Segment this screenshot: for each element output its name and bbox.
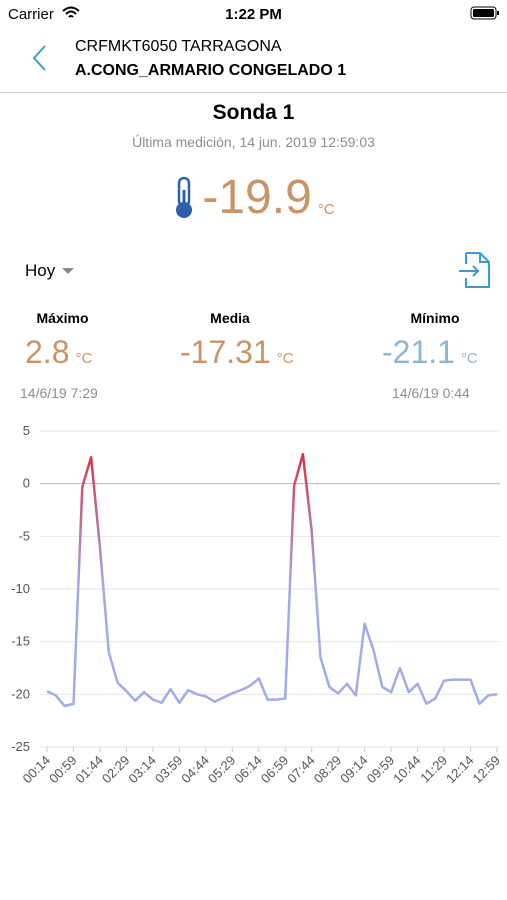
x-tick-label: 01:44 bbox=[72, 753, 106, 787]
x-tick-label: 12:59 bbox=[470, 753, 504, 787]
x-tick-label: 09:14 bbox=[337, 753, 371, 787]
stat-label: Mínimo bbox=[410, 310, 460, 326]
x-tick-label: 08:29 bbox=[311, 753, 345, 787]
stat-unit: °C bbox=[75, 350, 93, 367]
y-tick-label: -5 bbox=[18, 528, 30, 543]
y-tick-label: -25 bbox=[11, 739, 30, 754]
x-tick-label: 10:44 bbox=[390, 753, 424, 787]
x-tick-label: 06:14 bbox=[231, 753, 265, 787]
data-line bbox=[46, 452, 498, 708]
stat-number: -17.31 bbox=[180, 334, 271, 370]
probe-title: Sonda 1 bbox=[212, 101, 295, 124]
header-line1: CRFMKT6050 TARRAGONA bbox=[75, 38, 282, 55]
wifi-icon bbox=[62, 6, 80, 18]
stat-number: -21.1 bbox=[382, 334, 455, 370]
stat-unit: °C bbox=[460, 350, 478, 367]
y-tick-label: 5 bbox=[23, 423, 30, 438]
stat-label: Media bbox=[210, 310, 250, 326]
stat-date: 14/6/19 7:29 bbox=[20, 385, 98, 401]
last-measurement: Última medición, 14 jun. 2019 12:59:03 bbox=[132, 134, 375, 150]
x-tick-label: 00:59 bbox=[46, 753, 80, 787]
stat-value: -17.31 °C bbox=[180, 334, 294, 371]
y-tick-label: 0 bbox=[23, 476, 30, 491]
stat-date: 14/6/19 0:44 bbox=[392, 385, 470, 401]
dropdown-arrow bbox=[62, 268, 75, 274]
x-tick-label: 03:59 bbox=[152, 753, 186, 787]
x-tick-label: 09:59 bbox=[364, 753, 398, 787]
stat-value: 2.8 °C bbox=[25, 334, 92, 371]
chart: 5 0 -5 -10 -15 -20 -2500:1400:5901:4402:2903:1… bbox=[11, 423, 504, 787]
separator bbox=[0, 92, 507, 93]
stat-unit: °C bbox=[276, 350, 294, 367]
period-selector[interactable]: Hoy bbox=[25, 261, 75, 281]
stat-value: -21.1 °C bbox=[382, 334, 478, 371]
x-tick-label: 02:29 bbox=[99, 753, 133, 787]
temperature: -19.9 bbox=[202, 171, 312, 224]
stat-label: Máximo bbox=[36, 310, 89, 326]
current-temp: -19.9 °C bbox=[0, 172, 507, 224]
y-tick-label: -15 bbox=[11, 634, 30, 649]
thermometer-icon bbox=[176, 176, 193, 218]
period-label[interactable]: Hoy bbox=[25, 261, 56, 280]
x-tick-label: 06:59 bbox=[258, 753, 292, 787]
battery-icon bbox=[470, 6, 499, 20]
header-line2: A.CONG_ARMARIO CONGELADO 1 bbox=[75, 62, 347, 79]
carrier: Carrier bbox=[8, 6, 54, 23]
x-tick-label: 05:29 bbox=[205, 753, 239, 787]
back-button[interactable] bbox=[30, 44, 50, 72]
y-tick-label: -10 bbox=[11, 581, 30, 596]
x-tick-label: 03:14 bbox=[125, 753, 159, 787]
temperature-unit: °C bbox=[317, 201, 335, 218]
x-tick-label: 11:29 bbox=[417, 753, 450, 786]
stat-number: 2.8 bbox=[25, 334, 70, 370]
x-tick-label: 00:14 bbox=[20, 753, 54, 787]
x-tick-label: 04:44 bbox=[178, 753, 212, 787]
x-tick-label: 12:14 bbox=[443, 753, 477, 787]
x-tick-label: 07:44 bbox=[284, 753, 318, 787]
y-tick-label: -20 bbox=[11, 686, 30, 701]
clock: 1:22 PM bbox=[225, 6, 282, 23]
export-button[interactable] bbox=[458, 252, 490, 288]
